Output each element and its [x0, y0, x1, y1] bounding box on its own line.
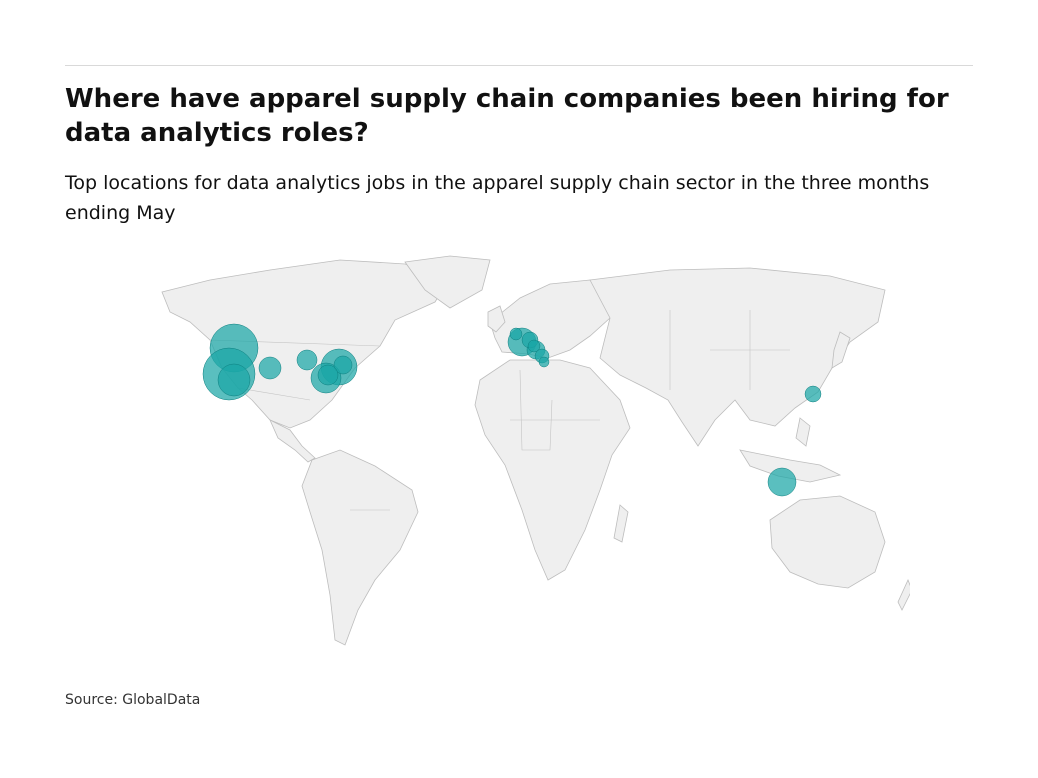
- asia: [589, 267, 886, 447]
- bubble-location: [217, 363, 251, 397]
- bubble-location: [509, 327, 523, 341]
- bubble-location: [317, 364, 339, 386]
- bubble-location: [804, 385, 822, 403]
- top-divider: [65, 65, 973, 66]
- chart-title: Where have apparel supply chain companie…: [65, 84, 949, 148]
- source-note: Source: GlobalData: [65, 692, 201, 708]
- hiring-bubbles: [202, 323, 822, 497]
- bubble-location: [296, 349, 318, 371]
- chart-subtitle: Top locations for data analytics jobs in…: [65, 172, 930, 224]
- indonesia: [739, 449, 842, 483]
- land-layer: [161, 255, 910, 646]
- bubble-location: [258, 356, 282, 380]
- new-zealand: [897, 578, 910, 611]
- central-america: [269, 419, 316, 463]
- south-america: [301, 449, 419, 646]
- bubble-location: [538, 356, 550, 368]
- australia: [769, 495, 886, 589]
- world-map: [161, 255, 910, 646]
- bubble-location: [767, 467, 797, 497]
- philippines: [795, 417, 811, 447]
- bubble-location: [527, 339, 541, 353]
- africa: [474, 359, 631, 581]
- madagascar: [613, 504, 629, 543]
- uk: [487, 305, 506, 333]
- japan: [831, 331, 851, 369]
- greenland: [404, 255, 491, 309]
- north-america: [161, 259, 451, 429]
- bubble-location: [333, 355, 353, 375]
